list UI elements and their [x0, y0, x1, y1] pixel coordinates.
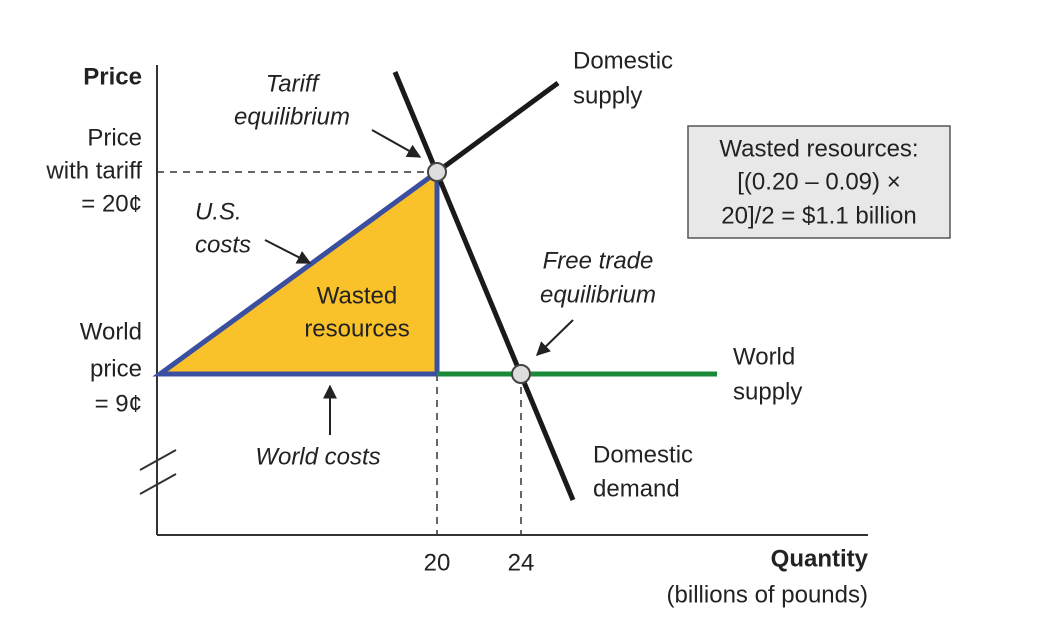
curve-label: demand [593, 475, 680, 502]
x-tick-label: 24 [508, 549, 535, 576]
annotation: World costs [255, 443, 380, 470]
curve-label: Domestic [593, 441, 693, 468]
y-label: World [80, 318, 142, 345]
box-text: Wasted resources: [719, 135, 918, 162]
demand-line [392, 71, 576, 501]
x-axis-title: Quantity [771, 545, 869, 572]
annotation: equilibrium [234, 103, 350, 130]
axis-break [139, 449, 177, 471]
wasted-triangle [152, 167, 440, 377]
curve-label: Domestic [573, 47, 673, 74]
x-axis-subtitle: (billions of pounds) [667, 581, 868, 608]
y-label: = 9¢ [95, 390, 142, 417]
arrow [535, 319, 574, 356]
y-label: Price [87, 124, 142, 151]
annotation: costs [195, 231, 251, 258]
y-label: = 20¢ [81, 190, 142, 217]
y-axis-title: Price [83, 63, 142, 90]
box-text: 20]/2 = $1.1 billion [721, 202, 916, 229]
area-label: Wasted [317, 282, 397, 309]
y-label: price [90, 355, 142, 382]
arrow [264, 239, 312, 264]
annotation: U.S. [195, 198, 242, 225]
annotation: Free trade [543, 247, 654, 274]
box-text: [(0.20 – 0.09) × [737, 168, 900, 195]
info-box [687, 125, 951, 239]
x-tick-label: 20 [424, 549, 451, 576]
curve-label: supply [573, 82, 642, 109]
equilibrium-point [427, 162, 447, 182]
arrow [371, 129, 422, 158]
area-label: resources [304, 315, 409, 342]
y-label: with tariff [45, 157, 142, 184]
equilibrium-point [511, 364, 531, 384]
curve-label: supply [733, 378, 802, 405]
curve-label: World [733, 343, 795, 370]
supply-line [435, 80, 560, 175]
annotation: Tariff [266, 70, 321, 97]
annotation: equilibrium [540, 281, 656, 308]
axis-break [139, 473, 177, 495]
